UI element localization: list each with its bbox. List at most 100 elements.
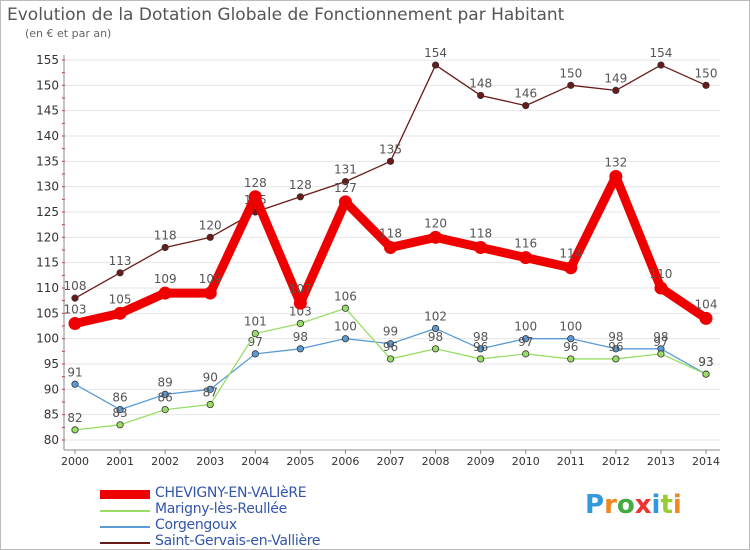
- data-label: 135: [379, 142, 402, 156]
- data-label: 86: [158, 391, 173, 405]
- data-label: 96: [563, 340, 578, 354]
- x-tick-label: 2011: [557, 455, 585, 468]
- data-label: 108: [64, 279, 87, 293]
- y-tick-label: 100: [36, 332, 59, 346]
- data-label: 96: [608, 340, 623, 354]
- data-point: [519, 251, 533, 265]
- legend-label: Corgengoux: [155, 517, 237, 533]
- data-label: 98: [428, 330, 443, 344]
- data-point: [71, 380, 79, 388]
- data-point: [477, 355, 485, 363]
- legend-swatch: [100, 526, 150, 528]
- proxiti-logo: Proxiti: [585, 490, 682, 520]
- data-point: [477, 91, 485, 100]
- data-label: 86: [112, 391, 127, 405]
- data-point: [116, 269, 124, 277]
- data-label: 120: [199, 218, 222, 232]
- data-label: 150: [559, 66, 582, 80]
- data-label: 103: [289, 304, 312, 318]
- data-point: [341, 335, 350, 343]
- x-tick-label: 2006: [331, 455, 359, 468]
- y-tick-label: 155: [36, 53, 59, 67]
- data-label: 113: [109, 254, 132, 268]
- data-point: [522, 350, 530, 358]
- x-tick-label: 2001: [106, 455, 134, 468]
- data-point: [251, 329, 259, 338]
- legend-swatch: [100, 510, 150, 512]
- data-point: [386, 355, 395, 363]
- data-label: 110: [649, 267, 672, 281]
- x-tick-label: 2014: [692, 455, 720, 468]
- data-point: [71, 426, 79, 434]
- data-label: 150: [695, 66, 718, 80]
- data-label: 91: [67, 365, 82, 379]
- data-point: [477, 345, 485, 353]
- data-label: 154: [424, 46, 447, 60]
- data-label: 87: [203, 386, 218, 400]
- data-label: 97: [653, 335, 668, 349]
- data-label: 90: [203, 370, 218, 384]
- x-tick-label: 2002: [151, 455, 179, 468]
- data-label: 98: [653, 330, 668, 344]
- data-label: 101: [244, 315, 267, 329]
- data-label: 104: [695, 297, 718, 311]
- data-label: 89: [158, 375, 173, 389]
- data-label: 105: [109, 292, 132, 306]
- data-label: 98: [293, 330, 308, 344]
- data-label: 132: [604, 156, 627, 170]
- legend-swatch: [100, 490, 150, 499]
- data-point: [248, 190, 262, 204]
- data-point: [296, 193, 304, 201]
- x-tick-label: 2003: [196, 455, 224, 468]
- data-label: 118: [469, 226, 492, 240]
- data-label: 100: [514, 320, 537, 334]
- data-point: [702, 370, 710, 378]
- x-tick-label: 2005: [286, 455, 314, 468]
- data-label: 114: [559, 247, 582, 261]
- data-point: [567, 81, 575, 89]
- y-tick-label: 150: [36, 78, 59, 92]
- data-label: 131: [334, 163, 357, 177]
- data-point: [206, 233, 214, 241]
- data-label: 83: [112, 406, 127, 420]
- data-label: 116: [514, 237, 537, 251]
- y-tick-label: 120: [36, 230, 59, 244]
- data-point: [699, 311, 713, 325]
- legend-label: Saint-Gervais-en-Vallière: [155, 533, 321, 549]
- data-point: [206, 400, 214, 409]
- y-tick-label: 140: [36, 129, 59, 143]
- data-label: 148: [469, 76, 492, 90]
- data-label: 103: [64, 302, 87, 316]
- data-label: 97: [248, 335, 263, 349]
- y-tick-label: 90: [44, 382, 59, 396]
- data-label: 107: [289, 282, 312, 296]
- data-point: [251, 350, 259, 358]
- data-point: [293, 296, 307, 310]
- legend-swatch: [100, 542, 150, 544]
- data-label: 96: [473, 340, 488, 354]
- x-tick-label: 2013: [647, 455, 675, 468]
- data-point: [657, 61, 665, 69]
- data-label: 118: [379, 226, 402, 240]
- data-label: 106: [334, 289, 357, 303]
- data-point: [474, 240, 488, 254]
- chart-title: Evolution de la Dotation Globale de Fonc…: [7, 5, 565, 25]
- x-tick-label: 2004: [241, 455, 269, 468]
- data-label: 109: [154, 272, 177, 286]
- data-label: 118: [154, 228, 177, 242]
- data-point: [612, 86, 620, 95]
- data-point: [113, 306, 127, 320]
- x-tick-label: 2007: [377, 455, 405, 468]
- data-point: [657, 350, 665, 358]
- x-tick-label: 2008: [422, 455, 450, 468]
- data-point: [296, 345, 304, 353]
- logo-letter: P: [585, 490, 605, 520]
- data-point: [203, 286, 217, 300]
- data-point: [386, 340, 395, 348]
- data-label: 102: [424, 310, 447, 324]
- data-point: [71, 294, 79, 302]
- data-point: [702, 81, 710, 89]
